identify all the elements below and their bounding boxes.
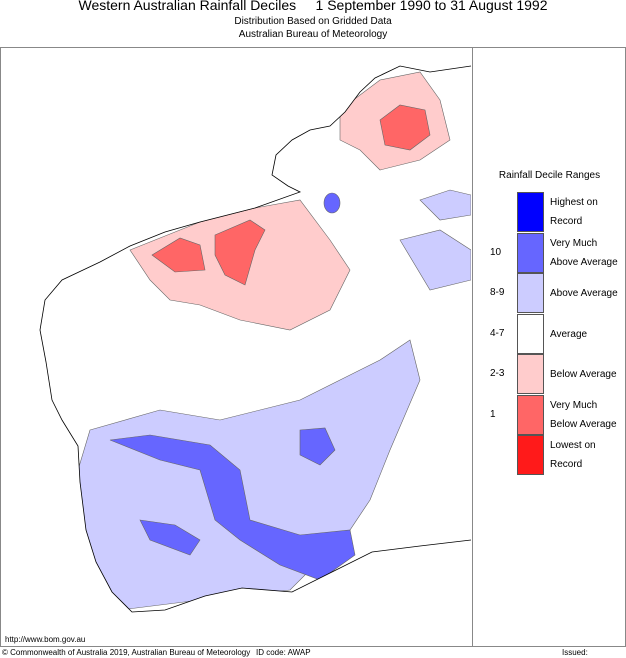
coastline (39, 65, 472, 613)
legend-divider (472, 47, 473, 646)
legend-label-line2: Above Average (550, 256, 618, 268)
legend-range: 4-7 (490, 327, 505, 339)
legend-label: Lowest on Record (550, 436, 596, 474)
id-code: ID code: AWAP (256, 648, 311, 657)
wa-map (39, 65, 472, 613)
legend-label-line2: Below Average (550, 418, 617, 430)
legend-swatch (517, 354, 544, 394)
legend-label-line1: Very Much (550, 237, 598, 249)
legend-range: 1 (490, 408, 496, 420)
very-much-below-average-pilbara (151, 219, 266, 286)
legend-label-line1: Highest on (550, 197, 598, 208)
legend-range: 2-3 (490, 368, 505, 379)
legend-label-line1: Below Average (550, 369, 617, 380)
legend-swatch (517, 273, 544, 313)
legend-label: Very Much Above Average (550, 234, 618, 272)
issued-date: Issued: 24/08/2019 (562, 648, 602, 658)
legend-range: 10 (490, 246, 502, 258)
legend-range: 8-9 (490, 287, 505, 298)
legend-swatch (517, 394, 544, 435)
legend-label-line1: Lowest on (550, 440, 596, 451)
legend-label: Highest on Record (550, 193, 598, 231)
map-source: Australian Bureau of Meteorology (238, 29, 388, 40)
legend-swatch (517, 192, 544, 232)
legend-label: Above Average (550, 284, 618, 303)
legend-label: Below Average (550, 365, 617, 384)
legend-label-line2: Record (550, 216, 583, 227)
copyright: © Commonwealth of Australia 2019, Austra… (2, 648, 251, 657)
above-average-patch-east (399, 189, 471, 291)
legend-title: Rainfall Decile Ranges (498, 170, 601, 181)
legend-swatch (517, 435, 544, 475)
legend-label: Average (550, 325, 587, 344)
legend-label: Very Much Below Average (550, 396, 617, 434)
legend-swatch (517, 313, 544, 354)
very-much-above-average-region (109, 427, 356, 581)
map-subtitle: Distribution Based on Gridded Data (234, 16, 392, 27)
legend-label-line1: Very Much (550, 399, 598, 411)
website-url[interactable]: http://www.bom.gov.au (5, 635, 86, 644)
very-much-below-average-kimberley (379, 104, 431, 151)
legend-swatch (517, 232, 544, 273)
legend-label-line2: Record (550, 459, 583, 470)
map-title: Western Australian Rainfall Deciles 1 Se… (78, 0, 548, 13)
legend-label-line1: Above Average (550, 288, 618, 299)
legend-label-line1: Average (550, 328, 588, 340)
very-much-above-average-patch (323, 192, 341, 214)
